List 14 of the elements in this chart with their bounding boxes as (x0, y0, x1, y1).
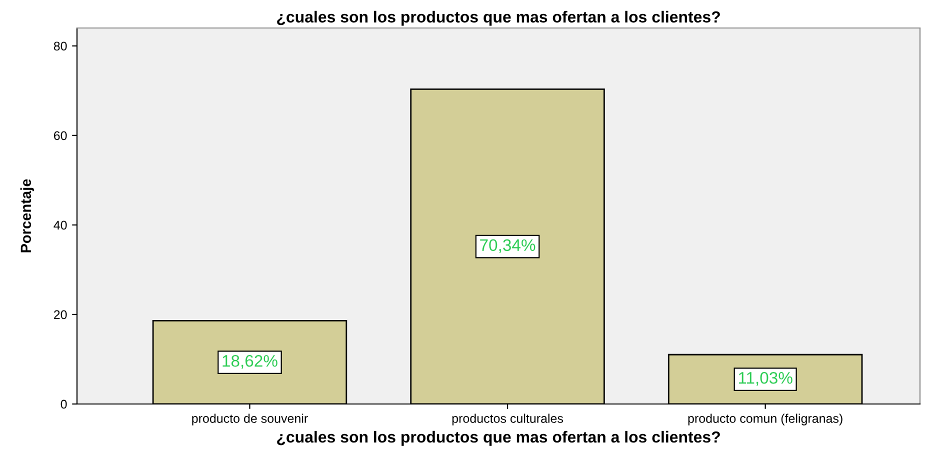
x-tick-label: producto comun (feligranas) (688, 414, 842, 426)
y-tick-label: 80 (54, 42, 67, 51)
data-label: 70,34% (480, 239, 536, 254)
y-tick-label: 0 (60, 400, 67, 409)
y-tick-label: 20 (54, 310, 67, 320)
y-tick-label: 60 (54, 131, 67, 140)
x-tick-label: producto de souvenir (192, 414, 308, 426)
y-tick-label: 40 (54, 220, 67, 230)
y-axis-title: Porcentaje (20, 179, 34, 252)
chart-title: ¿cuales son los productos que mas ofertan a los clientes? (277, 10, 720, 26)
data-label: 18,62% (222, 355, 278, 369)
x-tick-label: productos culturales (452, 414, 564, 426)
data-label: 11,03% (738, 372, 792, 386)
x-axis-title: ¿cuales son los productos que mas ofertan a los clientes? (277, 430, 720, 446)
